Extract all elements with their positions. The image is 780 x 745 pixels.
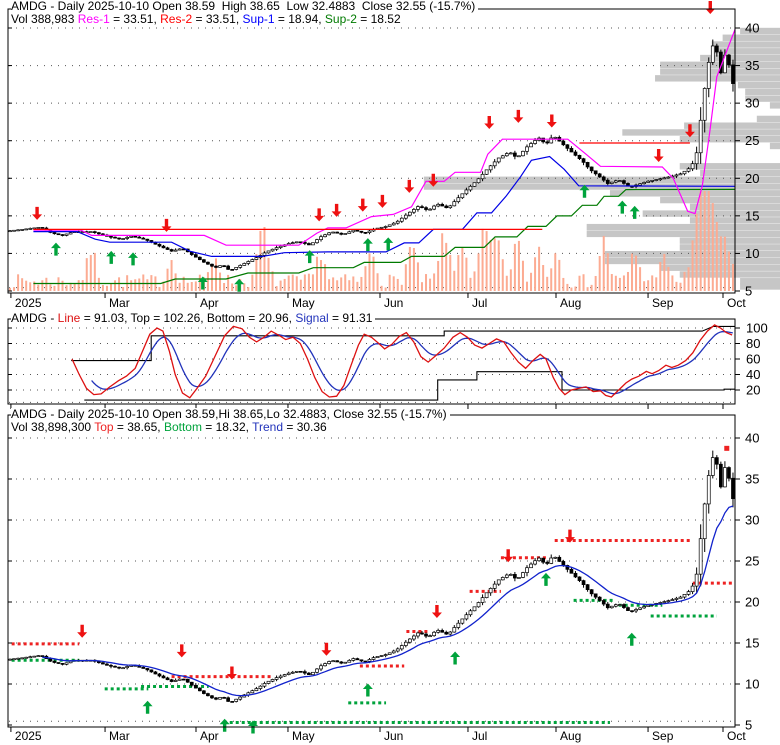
panel2-frame [7,318,740,409]
panel1-signal-arrows [32,0,716,292]
panel1-gridlines [9,27,734,289]
header-token: Line [57,311,81,325]
header-token: Sup-2 [324,12,357,26]
y-axis-label: 15 [745,636,759,651]
x-axis-label: Oct [727,296,746,310]
panel1-header-line2: Vol 388,983 Res-1 = 33.51, Res-2 = 33.51… [11,13,404,26]
panel3-y-labels: 40 35 30 25 20 15 10 5 [745,431,759,733]
panel3-dotted-levels [11,539,735,725]
header-token: = 33.51, [192,12,243,26]
x-axis-label: Aug [560,296,581,310]
x-axis-label: Apr [200,729,219,743]
header-token: Res-2 [160,12,193,26]
y-axis-label: 10 [745,246,759,261]
header-token: Sup-1 [242,12,275,26]
y-axis-label: 5 [745,284,752,299]
header-token: = 91.03, Top = 102.26, Bottom = 20.96, [80,311,296,325]
x-axis-label: May [292,296,315,310]
header-token: Signal [295,311,329,325]
y-axis-label: 35 [745,58,759,73]
volume-bars [9,191,734,291]
x-axis-label: Jul [472,296,487,310]
header-token: = 91.31 [328,311,373,325]
panel1-y-labels: 40 35 30 25 20 15 10 5 [745,20,759,298]
top-marker-dot [724,445,730,451]
x-axis-label: Apr [200,296,219,310]
y-axis-label: 15 [745,208,759,223]
y-axis-label: 40 [746,367,760,382]
header-token: AMDG - [11,311,58,325]
x-axis-label: Jun [384,296,403,310]
panel3-header-line1: AMDG - Daily 2025-10-10 Open 38.59,Hi 38… [11,408,450,421]
y-axis-label: 25 [745,554,759,569]
y-axis-label: 30 [745,513,759,528]
y-axis-label: 10 [745,677,759,692]
y-axis-label: 80 [746,336,760,351]
x-axis-label: Sep [652,729,674,743]
x-axis-label: Oct [727,729,746,743]
header-token: Bottom [163,420,202,434]
y-axis-label: 60 [746,352,760,367]
panel3-header-line2: Vol 38,898,300 Top = 38.65, Bottom = 18.… [11,421,330,434]
panel3-gridlines [9,437,734,722]
x-axis-label: May [292,729,315,743]
x-axis-label: Jun [384,729,403,743]
x-axis-label: Mar [109,296,130,310]
y-axis-label: 100 [746,321,768,336]
y-axis-label: 5 [745,718,752,733]
y-axis-label: 30 [745,96,759,111]
header-token: = 38.65, [113,420,164,434]
header-token: Trend [252,420,284,434]
y-axis-label: 35 [745,472,759,487]
panel2-header: AMDG - Line = 91.03, Top = 102.26, Botto… [11,311,376,325]
panel3-frame: 2025 Mar Apr May Jun Jul Aug Sep Oct [7,414,746,743]
panel3-trend-line [42,445,734,697]
panel2-lines [71,324,735,401]
header-token: Vol 388,983 [11,12,78,26]
header-token: = 18.94, [274,12,325,26]
y-axis-label: 20 [746,383,760,398]
panel1-header-line1: AMDG - Daily 2025-10-10 Open 38.59 High … [11,0,479,13]
x-axis-label: Mar [109,729,130,743]
header-token: = 18.52 [356,12,401,26]
y-axis-label: 20 [745,595,759,610]
panel1-indicator-lines [33,29,736,285]
header-token: Vol 38,898,300 [11,420,95,434]
x-axis-label: 2025 [15,729,42,743]
panel3-signal-arrows [77,529,637,734]
x-axis-label: Aug [560,729,581,743]
y-axis-label: 25 [745,133,759,148]
y-axis-label: 40 [745,431,759,446]
header-token: = 30.36 [283,420,327,434]
panel3-candles [8,450,735,703]
panel2-gridlines [9,327,734,403]
header-token: Res-1 [77,12,110,26]
header-token: Top [94,420,114,434]
x-axis-label: Jul [472,729,487,743]
header-token: = 18.32, [201,420,253,434]
header-token: = 33.51, [109,12,161,26]
y-axis-label: 20 [745,171,759,186]
x-axis-label: Sep [652,296,674,310]
x-axis-label: 2025 [15,296,42,310]
panel1-frame: 2025 Mar Apr May Jun Jul Aug Sep Oct [7,8,746,310]
panel3-title-text: AMDG - Daily 2025-10-10 Open 38.59,Hi 38… [11,407,447,421]
y-axis-label: 40 [745,20,759,35]
panel1-title-text: AMDG - Daily 2025-10-10 Open 38.59 High … [11,0,476,13]
